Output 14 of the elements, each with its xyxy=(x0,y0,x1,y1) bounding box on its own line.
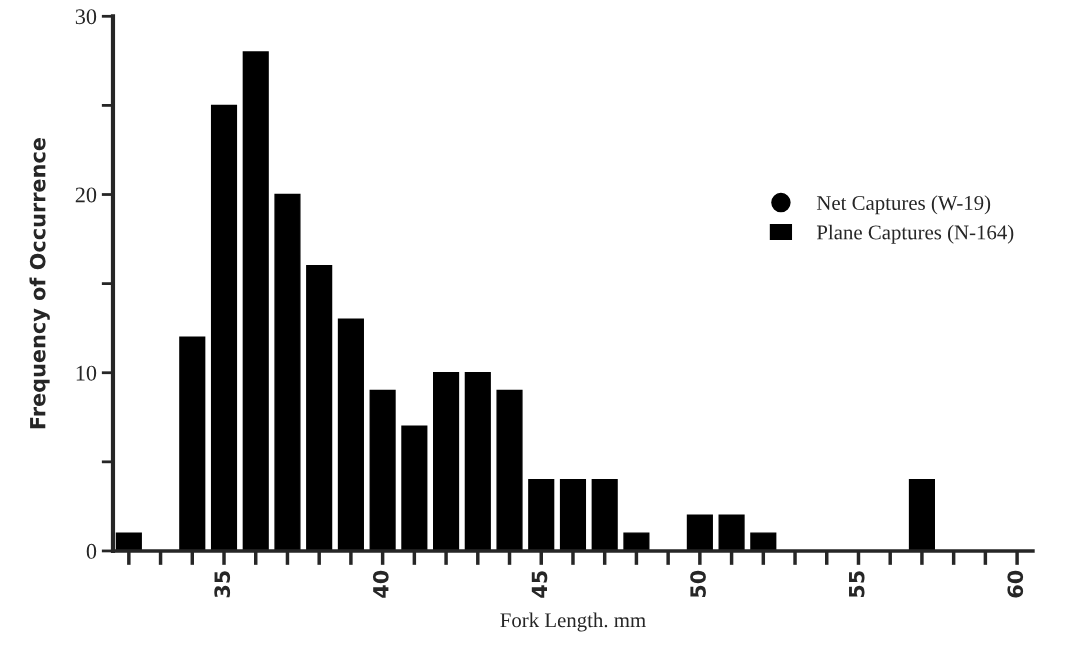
y-tick-label: 0 xyxy=(86,543,97,559)
x-axis-title: Fork Length. mm xyxy=(500,612,646,632)
x-tick-label: 45 xyxy=(531,571,548,598)
x-tick-label: 50 xyxy=(690,570,706,598)
y-tick-label: 20 xyxy=(75,187,97,203)
y-tick-label: 30 xyxy=(75,9,97,25)
x-tick-label: 35 xyxy=(214,571,231,598)
legend-label: Plane Captures (N-164) xyxy=(816,224,1014,244)
x-tick-label: 60 xyxy=(1007,570,1024,598)
legend-label: Net Captures (W-19) xyxy=(816,195,991,215)
x-tick-label: 40 xyxy=(372,570,389,598)
y-axis-title: Frequency of Occurrence xyxy=(29,138,50,429)
y-tick-label: 10 xyxy=(76,365,97,381)
x-tick-label: 55 xyxy=(849,571,865,598)
